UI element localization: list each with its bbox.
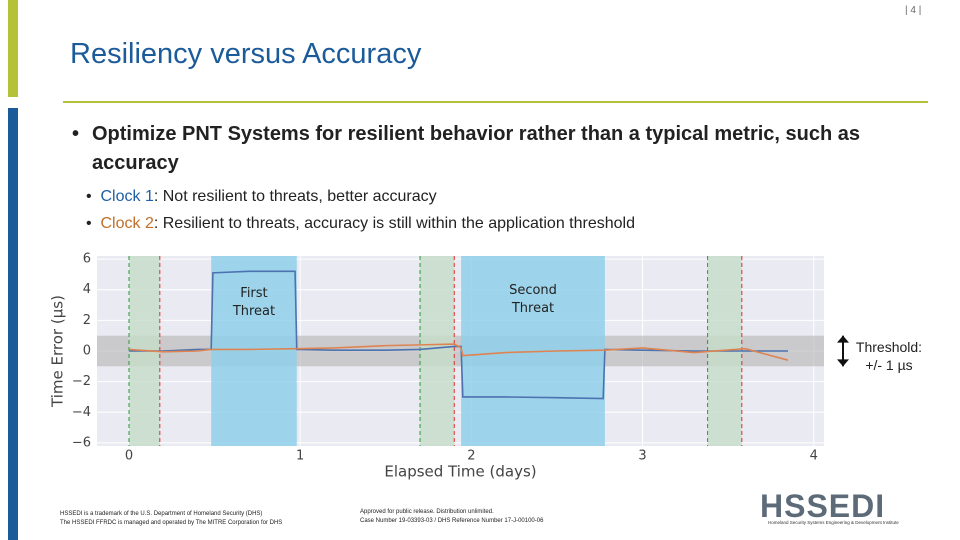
footer-line: Case Number 19-03393-03 / DHS Reference … — [360, 518, 544, 524]
sub-bullet: • Clock 2: Resilient to threats, accurac… — [86, 215, 635, 232]
annotation: First Threat — [232, 285, 275, 318]
x-tick-label: 0 — [125, 449, 133, 464]
accent-bar-top — [8, 0, 18, 97]
y-axis-label: Time Error (μs) — [49, 295, 67, 408]
recovery-window — [420, 256, 455, 446]
footer-line: The HSSEDI FFRDC is managed and operated… — [60, 520, 283, 526]
sub-bullet-text: : Not resilient to threats, better accur… — [153, 188, 437, 205]
x-tick-label: 3 — [638, 449, 646, 464]
y-tick-label: 6 — [83, 252, 91, 267]
footer-mid: Approved for public release. Distributio… — [360, 508, 543, 526]
footer-left: HSSEDI is a trademark of the U.S. Depart… — [60, 510, 282, 528]
y-tick-label: −6 — [72, 435, 91, 450]
title-rule — [63, 101, 928, 103]
logo: HSSEDI — [760, 488, 886, 524]
sub-bullet: • Clock 1: Not resilient to threats, bet… — [86, 188, 437, 205]
x-tick-label: 2 — [467, 449, 475, 464]
clock-label: Clock 2 — [100, 215, 154, 232]
y-tick-label: 0 — [83, 344, 91, 359]
bullet: • Optimize PNT Systems for resilient beh… — [72, 120, 932, 178]
arrow-head — [837, 335, 849, 367]
bullet-text: Optimize PNT Systems for resilient behav… — [92, 123, 861, 174]
page-number: | 4 | — [905, 5, 922, 16]
series-line — [128, 343, 789, 361]
clock-label: Clock 1 — [100, 188, 154, 205]
y-tick-label: −4 — [72, 405, 91, 420]
sub-bullet-text: : Resilient to threats, accuracy is stil… — [153, 215, 635, 232]
slide-title: Resiliency versus Accuracy — [70, 38, 422, 70]
y-tick-label: 2 — [83, 313, 91, 328]
sub-bullets: • Clock 1: Not resilient to threats, bet… — [86, 183, 635, 237]
threshold-label: Threshold: +/- 1 µs — [856, 339, 922, 373]
x-axis-label: Elapsed Time (days) — [384, 463, 536, 481]
x-tick-label: 1 — [296, 449, 304, 464]
y-tick-label: −2 — [72, 374, 91, 389]
accent-bar-bottom — [8, 108, 18, 540]
annotation: Second Threat — [509, 282, 557, 315]
footer-line: Approved for public release. Distributio… — [360, 509, 494, 515]
x-tick-label: 4 — [810, 449, 818, 464]
footer-line: HSSEDI is a trademark of the U.S. Depart… — [60, 511, 263, 517]
y-tick-label: 4 — [83, 282, 91, 297]
logo-tagline: Homeland Security Systems Engineering & … — [768, 520, 899, 525]
threat-window — [211, 256, 297, 446]
